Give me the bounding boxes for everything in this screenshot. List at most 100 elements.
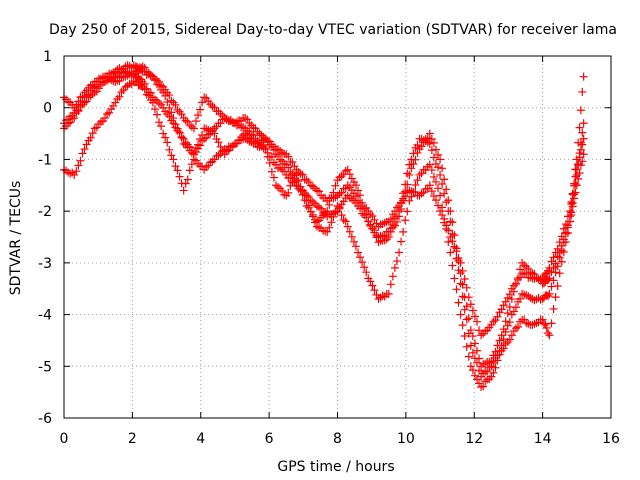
trace-marker [530,319,539,328]
trace-marker [559,224,568,233]
trace-marker [557,246,566,255]
trace-marker [388,272,397,281]
data-point [80,145,89,154]
trace-marker [464,352,473,361]
trace-marker [472,317,481,326]
trace-marker [278,165,287,174]
trace-marker [452,285,461,294]
trace-marker [335,190,344,199]
trace-marker [206,100,215,109]
trace-marker [427,135,436,144]
trace-marker [399,227,408,236]
data-point [384,227,393,236]
trace-marker [547,282,556,291]
trace-marker [549,304,558,313]
trace-marker [392,257,401,266]
trace-marker [452,244,461,253]
data-point [343,222,352,231]
trace-marker [460,275,469,284]
trace-marker [78,97,87,106]
data-point [90,83,99,92]
chart-title: Day 250 of 2015, Sidereal Day-to-day VTE… [49,22,617,38]
trace-marker [559,238,568,247]
trace-marker [489,368,498,377]
data-point [477,331,486,340]
trace-marker [511,324,520,333]
data-point [572,155,581,164]
data-point [90,124,99,133]
trace-marker [448,229,457,238]
trace-marker [440,175,449,184]
trace-marker [574,159,583,168]
trace-marker [421,136,430,145]
data-point [507,295,516,304]
trace-marker [337,188,346,197]
data-point [179,139,188,148]
trace-marker [286,173,295,182]
data-point [497,305,506,314]
y-axis-label: SDTVAR / TECUs [8,181,24,296]
y-tick-label: -4 [38,308,52,324]
trace-marker [235,136,244,145]
trace-marker [78,149,87,158]
trace-marker [304,201,313,210]
trace-marker [66,118,75,127]
trace-marker [542,323,551,332]
data-point [70,170,79,179]
trace-marker [144,91,153,100]
trace-marker [491,316,500,325]
trace-marker [563,221,572,230]
trace-marker [547,257,556,266]
trace-marker [290,162,299,171]
data-point [425,129,434,138]
trace-marker [397,237,406,246]
trace-marker [481,377,490,386]
data-point [579,134,588,143]
data-point [436,170,445,179]
trace-marker [224,142,233,151]
trace-marker [481,367,490,376]
trace-marker [274,151,283,160]
trace-marker [390,214,399,223]
trace-marker [576,145,585,154]
trace-marker [171,100,180,109]
trace-marker [123,81,132,90]
data-point [101,72,110,81]
trace-marker [397,205,406,214]
trace-marker [401,187,410,196]
trace-marker [520,261,529,270]
trace-marker [390,263,399,272]
x-tick-label: 2 [128,431,137,447]
data-point [497,341,506,350]
data-point [425,139,434,148]
trace-marker [409,149,418,158]
data-point [312,186,321,195]
trace-marker [259,135,268,144]
data-point [425,181,434,190]
trace-marker [356,253,365,262]
trace-marker [335,173,344,182]
trace-marker [96,77,105,86]
trace-marker [460,332,469,341]
data-point [323,212,332,221]
trace-marker [362,268,371,277]
trace-marker [470,312,479,321]
trace-marker [319,208,328,217]
trace-marker [549,276,558,285]
trace-marker [567,200,576,209]
trace-marker [419,188,428,197]
data-point [292,170,301,179]
trace-marker [253,127,262,136]
trace-marker [306,196,315,205]
trace-marker [442,198,451,207]
trace-marker [208,102,217,111]
grid-lines [64,56,611,418]
trace-marker [181,116,190,125]
data-point [271,160,280,169]
trace-marker [123,71,132,80]
trace-marker [448,218,457,227]
data-point [210,103,219,112]
trace-marker [88,129,97,138]
trace-marker [249,123,258,132]
